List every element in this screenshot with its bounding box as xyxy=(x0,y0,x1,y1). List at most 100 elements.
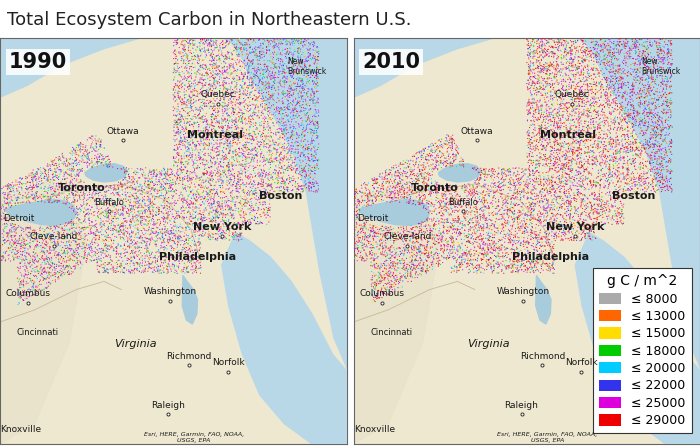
Point xyxy=(181,169,193,177)
Point xyxy=(300,178,311,185)
Point xyxy=(86,155,97,162)
Point xyxy=(559,206,570,213)
Point xyxy=(629,112,641,120)
Point xyxy=(61,257,72,264)
Point xyxy=(264,177,275,184)
Point xyxy=(540,195,552,202)
Point xyxy=(228,106,239,113)
Point xyxy=(586,226,597,233)
Point xyxy=(287,107,298,114)
Point xyxy=(578,95,589,102)
Point xyxy=(171,112,182,120)
Point xyxy=(561,103,572,111)
Point xyxy=(307,38,318,45)
Point xyxy=(5,222,16,229)
Point xyxy=(194,78,205,85)
Point xyxy=(286,149,297,157)
Point xyxy=(242,94,253,101)
Point xyxy=(79,215,90,222)
Point xyxy=(525,87,536,95)
Point xyxy=(596,83,607,90)
Point xyxy=(245,118,256,125)
Point xyxy=(78,240,90,247)
Point xyxy=(45,167,56,174)
Point xyxy=(534,69,545,76)
Point xyxy=(256,171,267,178)
Point xyxy=(543,263,554,270)
Point xyxy=(204,188,216,195)
Point xyxy=(226,92,237,99)
Point xyxy=(529,260,540,267)
Point xyxy=(498,182,510,189)
Point xyxy=(244,74,256,82)
Point xyxy=(575,77,586,84)
Point xyxy=(435,197,446,204)
Point xyxy=(476,190,487,197)
Point xyxy=(55,154,66,161)
Point xyxy=(190,267,202,274)
Point xyxy=(172,208,183,215)
Point xyxy=(123,213,134,220)
Point xyxy=(587,147,598,154)
Point xyxy=(547,82,558,89)
Point xyxy=(38,228,50,235)
Point xyxy=(370,272,382,279)
Point xyxy=(519,252,531,259)
Point xyxy=(172,39,183,46)
Point xyxy=(608,99,619,107)
Point xyxy=(543,66,554,73)
Point xyxy=(148,208,159,215)
Point xyxy=(183,141,194,148)
Point xyxy=(275,41,286,48)
Point xyxy=(493,198,504,205)
Point xyxy=(552,90,564,97)
Point xyxy=(645,54,657,61)
Point xyxy=(596,81,607,88)
Point xyxy=(536,80,547,87)
Point xyxy=(567,47,578,54)
Point xyxy=(487,231,498,239)
Point xyxy=(102,245,113,252)
Point xyxy=(644,142,655,149)
Point xyxy=(533,103,544,110)
Point xyxy=(103,153,114,160)
Point xyxy=(542,210,553,217)
Point xyxy=(137,171,148,178)
Text: Richmond: Richmond xyxy=(519,352,565,361)
Point xyxy=(423,143,434,150)
Point xyxy=(216,210,228,217)
Point xyxy=(206,122,218,129)
Point xyxy=(444,195,456,202)
Point xyxy=(175,116,186,123)
Point xyxy=(181,67,193,74)
Point xyxy=(547,262,558,269)
Point xyxy=(15,243,26,250)
Point xyxy=(646,149,657,156)
Point xyxy=(139,180,150,187)
Point xyxy=(311,80,322,87)
Point xyxy=(242,74,253,81)
Point xyxy=(508,268,519,276)
Point xyxy=(573,95,584,102)
Point xyxy=(383,291,394,298)
Point xyxy=(657,172,668,179)
Point xyxy=(123,193,134,200)
Point xyxy=(638,179,649,186)
Point xyxy=(414,225,426,232)
Point xyxy=(617,93,628,100)
Point xyxy=(91,188,102,195)
Point xyxy=(363,234,374,241)
Point xyxy=(296,38,307,45)
Point xyxy=(538,203,549,211)
Point xyxy=(272,118,284,125)
Point xyxy=(34,279,45,286)
Point xyxy=(523,45,534,52)
Point xyxy=(482,250,493,257)
Point xyxy=(647,97,658,104)
Point xyxy=(622,131,634,138)
Point xyxy=(16,272,27,279)
Point xyxy=(482,245,493,252)
Point xyxy=(27,227,38,234)
Point xyxy=(355,239,366,246)
Point xyxy=(239,198,251,205)
